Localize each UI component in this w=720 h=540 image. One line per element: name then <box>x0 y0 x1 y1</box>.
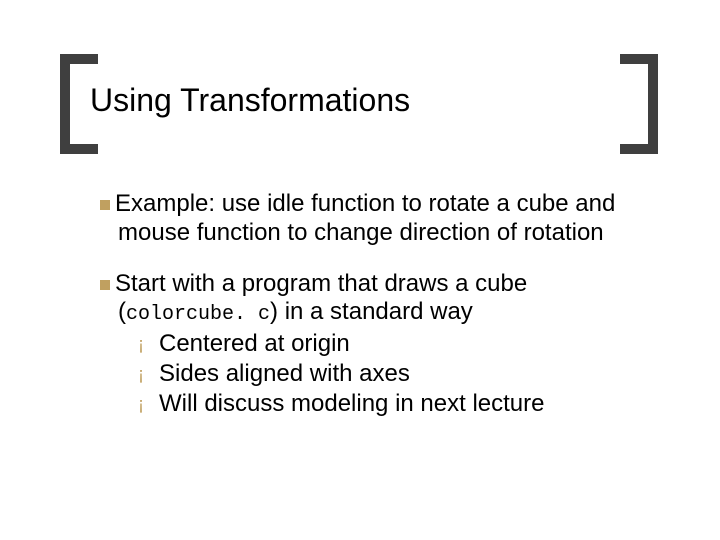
square-bullet-icon <box>100 280 110 290</box>
bullet-text-suffix: ) in a standard way <box>270 298 473 325</box>
bullet-item: Example: use idle function to rotate a c… <box>100 190 650 248</box>
slide-title: Using Transformations <box>90 82 410 119</box>
code-text: colorcube. c <box>126 303 270 326</box>
sub-bullet-item: ¡Will discuss modeling in next lecture <box>156 389 650 419</box>
square-bullet-icon <box>100 200 110 210</box>
slide: Using Transformations Example: use idle … <box>0 0 720 540</box>
sub-bullet-text: Sides aligned with axes <box>159 360 410 387</box>
title-bracket-right <box>620 54 658 154</box>
sub-bullet-text: Centered at origin <box>159 330 350 357</box>
sub-list: ¡Centered at origin ¡Sides aligned with … <box>118 329 650 419</box>
slide-body: Example: use idle function to rotate a c… <box>100 190 650 441</box>
bullet-text: Example: use idle function to rotate a c… <box>115 190 615 246</box>
bullet-item: Start with a program that draws a cube (… <box>100 270 650 420</box>
sub-bullet-item: ¡Centered at origin <box>156 329 650 359</box>
sub-bullet-item: ¡Sides aligned with axes <box>156 359 650 389</box>
sub-bullet-text: Will discuss modeling in next lecture <box>159 390 545 417</box>
